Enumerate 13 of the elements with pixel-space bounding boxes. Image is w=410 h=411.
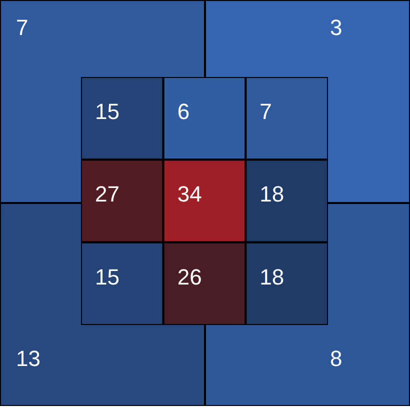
data-label: 6	[177, 99, 190, 124]
data-label: 3	[330, 15, 342, 40]
data-label: 26	[177, 264, 202, 290]
data-label: 7	[16, 15, 28, 40]
data-label: 34	[177, 182, 202, 207]
data-label: 8	[330, 346, 342, 371]
data-label: 18	[260, 182, 284, 207]
data-label: 27	[95, 182, 120, 207]
data-label: 15	[95, 99, 120, 124]
data-label: 15	[95, 264, 120, 290]
data-label: 7	[260, 99, 272, 124]
data-label: 13	[16, 346, 40, 371]
data-label: 18	[260, 264, 284, 290]
